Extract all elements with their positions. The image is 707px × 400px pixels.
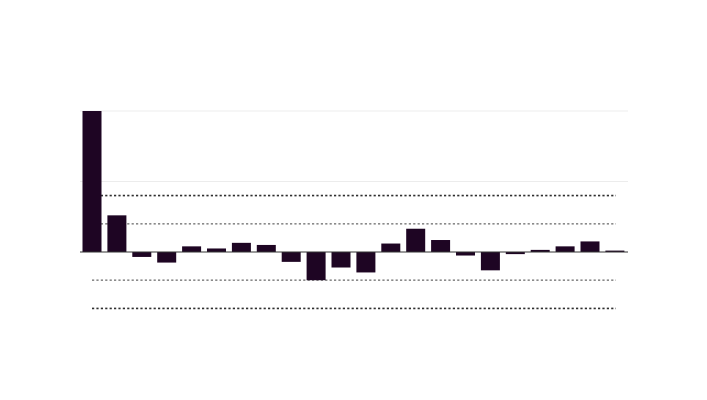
reference-lines-layer: [92, 194, 616, 310]
bar-19: [555, 246, 575, 252]
bar-0: [82, 111, 102, 252]
bar-18: [530, 249, 550, 252]
bar-2: [132, 252, 152, 257]
bar-1: [107, 215, 127, 252]
bar-15: [456, 252, 475, 256]
bars-layer: [82, 111, 625, 281]
bar-4: [182, 246, 202, 252]
bar-13: [406, 228, 426, 252]
bar-21: [605, 250, 625, 253]
bar-17: [505, 252, 525, 255]
bar-8: [281, 252, 301, 262]
bar-14: [431, 240, 451, 252]
bar-12: [381, 243, 401, 252]
bar-5: [207, 248, 226, 252]
bar-9: [306, 252, 326, 281]
bar-20: [580, 241, 600, 252]
bar-3: [157, 252, 177, 263]
bar-6: [231, 242, 251, 252]
grid-layer: [80, 110, 628, 182]
bar-11: [356, 252, 376, 273]
bar-16: [480, 252, 500, 271]
bar-10: [331, 252, 351, 268]
bar-7: [256, 244, 276, 252]
